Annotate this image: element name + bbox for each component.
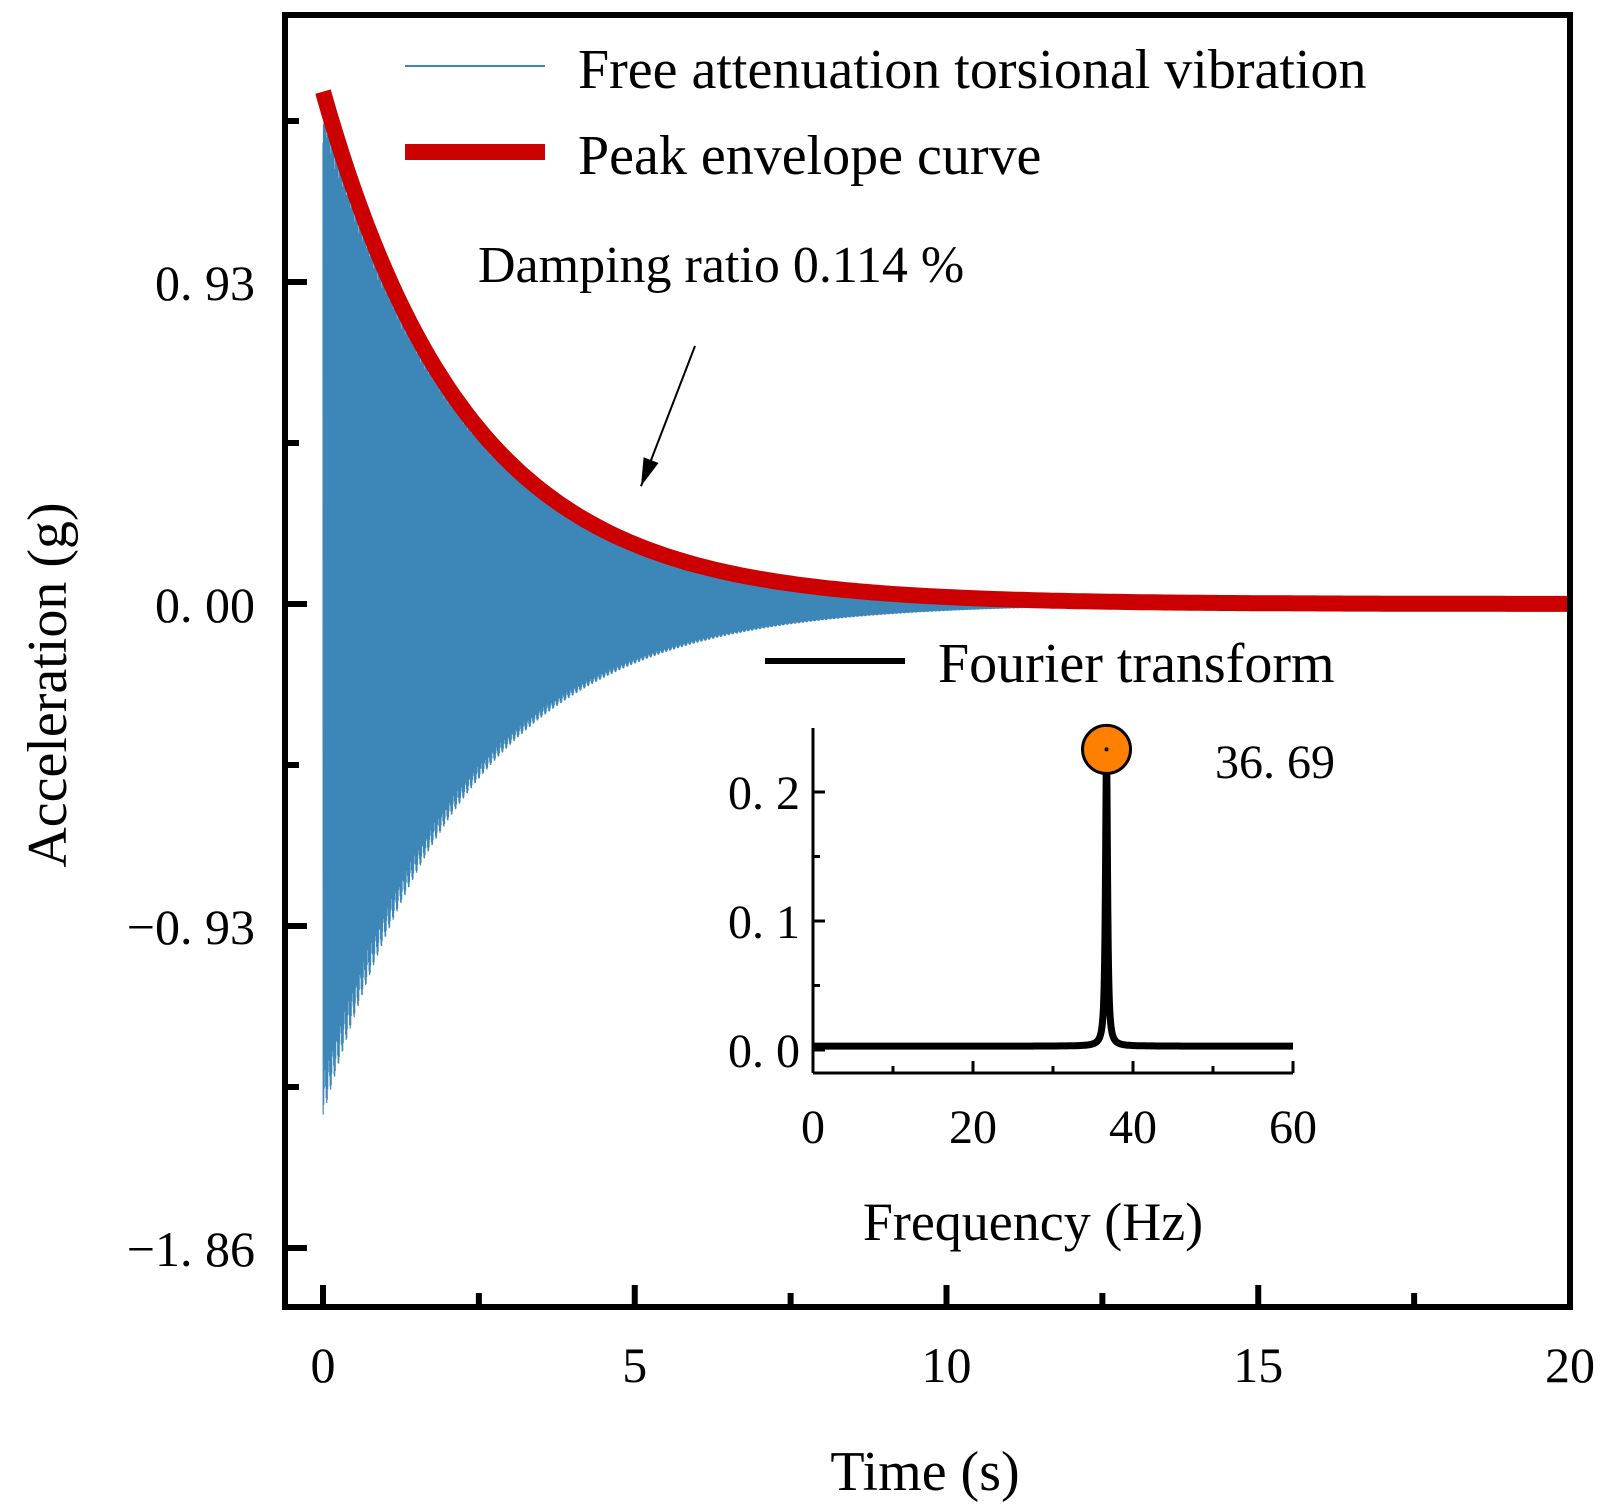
x-tick-label-5: 5 — [622, 1337, 647, 1393]
legend-label-vibration: Free attenuation torsional vibration — [578, 39, 1366, 101]
inset-y-tick-label-0-0: 0. 0 — [728, 1025, 800, 1078]
y-tick-label-neg-0-93: −0. 93 — [127, 899, 255, 955]
inset-x-tick-label-20: 20 — [949, 1101, 997, 1154]
inset-x-tick-label-0: 0 — [801, 1101, 825, 1154]
inset-x-axis-title: Frequency (Hz) — [863, 1192, 1203, 1252]
inset-x-tick-label-60: 60 — [1269, 1101, 1317, 1154]
inset-x-tick-label-40: 40 — [1109, 1101, 1157, 1154]
inset-y-tick-label-0-2: 0. 2 — [728, 767, 800, 820]
x-tick-label-20: 20 — [1545, 1337, 1595, 1393]
y-tick-label-neg-1-86: −1. 86 — [127, 1221, 255, 1277]
fft-peak-label: 36. 69 — [1215, 736, 1335, 789]
fourier-series-line — [809, 747, 1297, 1050]
envelope-series-line — [315, 89, 1570, 612]
inset-fourier-chart: Fourier transform 0. 0 0. 1 0. 2 0 20 40… — [728, 633, 1335, 1252]
main-plot-frame — [282, 12, 1573, 1310]
legend-label-envelope: Peak envelope curve — [578, 125, 1041, 187]
fft-peak-marker-center — [1104, 747, 1109, 752]
x-tick-label-0: 0 — [311, 1337, 336, 1393]
inset-y-tick-label-0-1: 0. 1 — [728, 896, 800, 949]
legend-label-fourier: Fourier transform — [938, 633, 1335, 695]
annotation-arrowhead — [640, 457, 659, 487]
x-axis-title: Time (s) — [830, 1441, 1019, 1503]
inset-axis-ticks — [811, 790, 1295, 1073]
main-axis-ticks — [285, 118, 1573, 1307]
x-tick-label-10: 10 — [922, 1337, 972, 1393]
y-tick-label-0-00: 0. 00 — [155, 577, 255, 633]
y-axis-title: Acceleration (g) — [17, 502, 79, 867]
y-tick-label-0-93: 0. 93 — [155, 255, 255, 311]
x-tick-label-15: 15 — [1233, 1337, 1283, 1393]
damping-ratio-annotation: Damping ratio 0.114 % — [478, 237, 964, 294]
